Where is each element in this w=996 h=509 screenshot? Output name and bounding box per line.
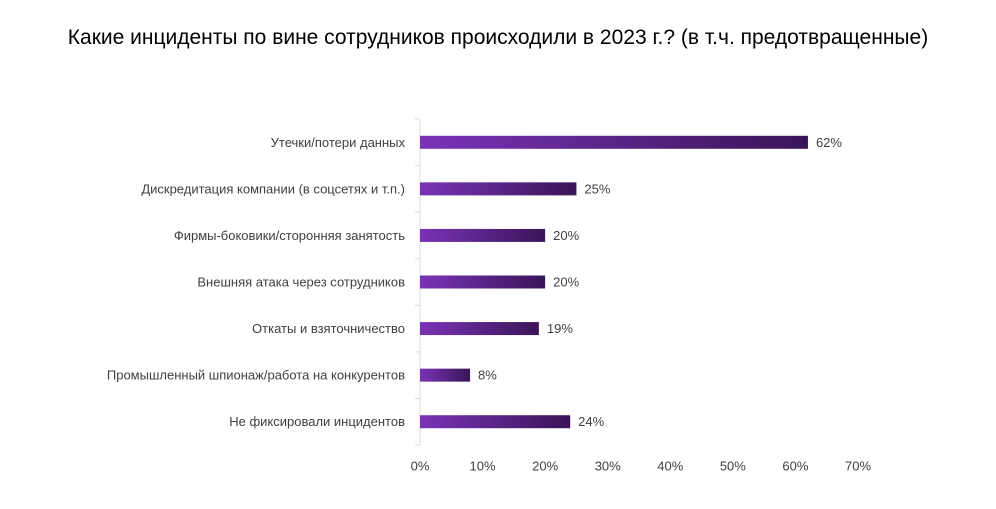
x-tick-label: 40% — [657, 459, 683, 474]
value-label: 19% — [547, 321, 573, 336]
bar — [420, 368, 471, 382]
chart-title: Какие инциденты по вине сотрудников прои… — [67, 26, 929, 49]
category-label: Промышленный шпионаж/работа на конкурент… — [107, 368, 405, 383]
value-label: 20% — [553, 275, 579, 290]
x-tick-label: 70% — [845, 459, 871, 474]
category-label: Откаты и взяточничество — [252, 321, 405, 336]
x-tick-label: 50% — [720, 459, 746, 474]
category-label: Дискредитация компании (в соцсетях и т.п… — [141, 181, 405, 196]
category-label: Внешняя атака через сотрудников — [197, 275, 405, 290]
x-tick-label: 30% — [595, 459, 621, 474]
bar — [420, 228, 546, 242]
x-tick-label: 10% — [470, 459, 496, 474]
x-tick-label: 60% — [782, 459, 808, 474]
value-label: 8% — [478, 368, 497, 383]
category-labels: Утечки/потери данных Дискредитация компан… — [107, 135, 406, 429]
bar — [420, 322, 539, 336]
value-label: 20% — [553, 228, 579, 243]
value-labels: 62% 25% 20% 20% 19% 8% 24% — [478, 135, 842, 429]
bar — [420, 135, 808, 149]
value-label: 24% — [578, 414, 604, 429]
bar — [420, 415, 571, 429]
y-axis-ticks — [415, 118, 420, 446]
bars — [420, 135, 808, 429]
x-tick-label: 20% — [532, 459, 558, 474]
value-label: 62% — [816, 135, 842, 150]
bar — [420, 275, 546, 289]
category-label: Фирмы-боковики/сторонняя занятость — [174, 228, 405, 243]
category-label: Не фиксировали инцидентов — [229, 414, 405, 429]
category-label: Утечки/потери данных — [271, 135, 406, 150]
bar — [420, 182, 577, 196]
value-label: 25% — [584, 181, 610, 196]
x-axis-tick-labels: 0% 10% 20% 30% 40% 50% 60% 70% — [411, 459, 872, 474]
x-tick-label: 0% — [411, 459, 430, 474]
